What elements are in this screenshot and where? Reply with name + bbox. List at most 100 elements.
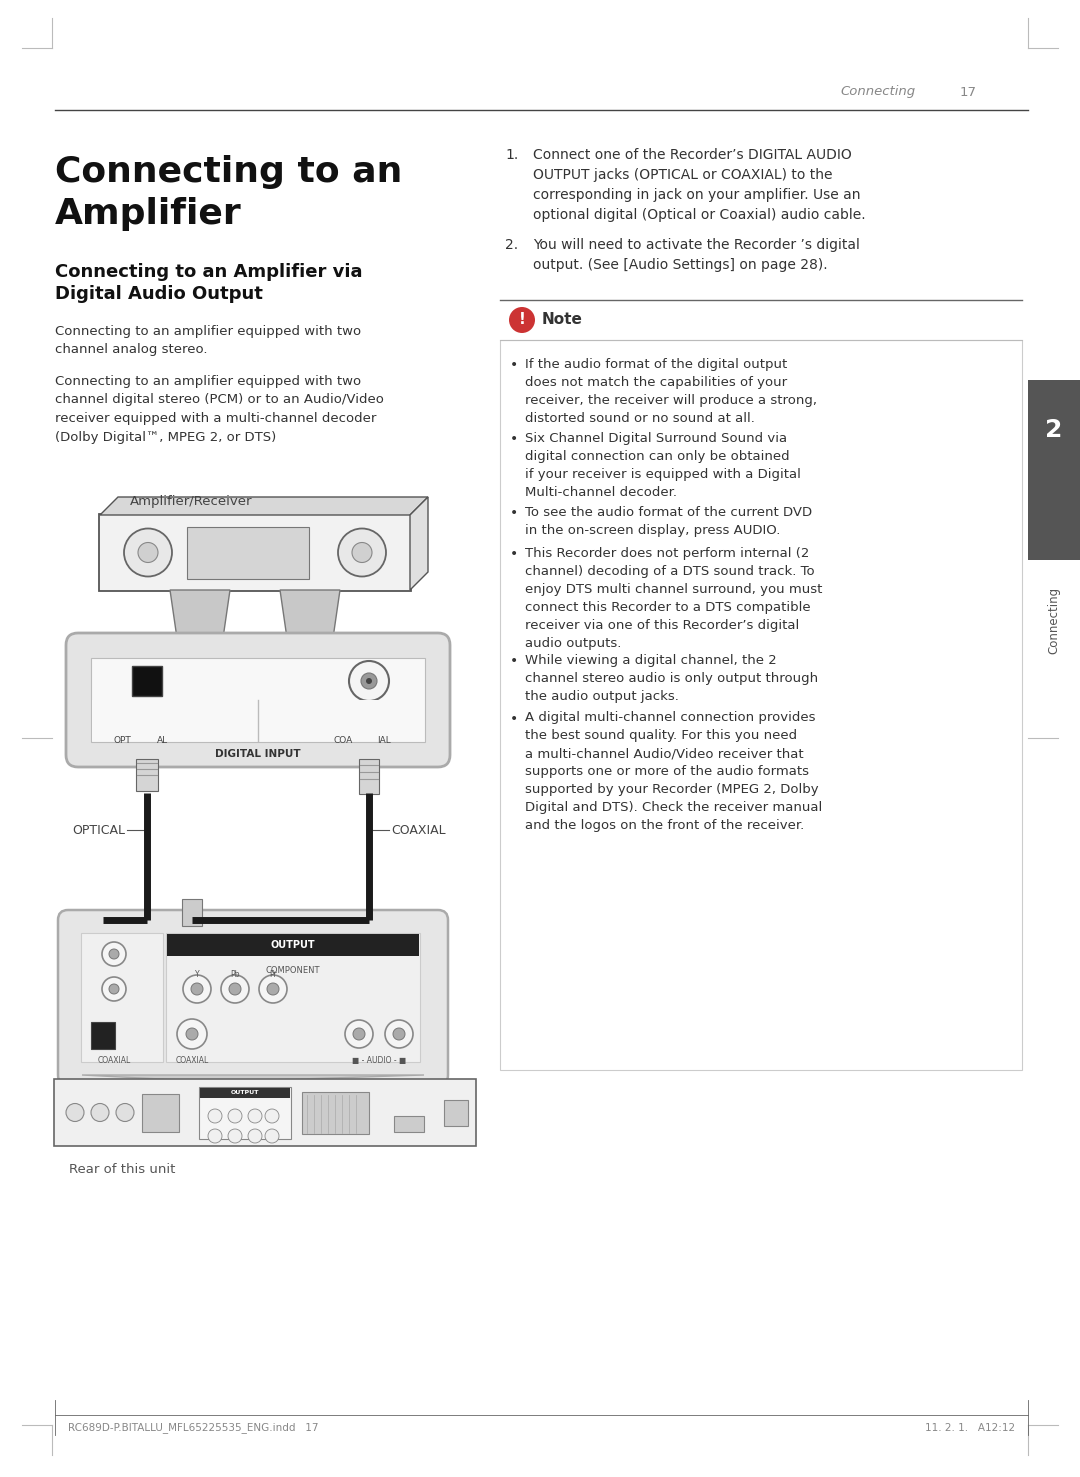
FancyBboxPatch shape (166, 933, 420, 1062)
FancyBboxPatch shape (302, 1092, 369, 1133)
Circle shape (191, 984, 203, 995)
FancyBboxPatch shape (92, 700, 424, 741)
FancyBboxPatch shape (141, 1093, 179, 1131)
FancyBboxPatch shape (199, 1087, 291, 1139)
Circle shape (183, 975, 211, 1003)
Circle shape (259, 975, 287, 1003)
FancyBboxPatch shape (91, 657, 426, 741)
Circle shape (349, 662, 389, 702)
Circle shape (102, 976, 126, 1001)
Circle shape (221, 975, 249, 1003)
Text: Connecting to an: Connecting to an (55, 155, 403, 189)
Circle shape (208, 1128, 222, 1143)
Text: COAXIAL: COAXIAL (391, 824, 446, 836)
Polygon shape (410, 496, 428, 589)
Polygon shape (82, 1075, 424, 1080)
Text: While viewing a digital channel, the 2
channel stereo audio is only output throu: While viewing a digital channel, the 2 c… (525, 654, 819, 703)
Text: Six Channel Digital Surround Sound via
digital connection can only be obtained
i: Six Channel Digital Surround Sound via d… (525, 431, 801, 499)
Circle shape (353, 1028, 365, 1040)
Text: COAXIAL: COAXIAL (175, 1056, 208, 1065)
Text: You will need to activate the Recorder ’s digital
output. (See [Audio Settings] : You will need to activate the Recorder ’… (534, 238, 860, 272)
Text: If the audio format of the digital output
does not match the capabilities of you: If the audio format of the digital outpu… (525, 357, 816, 425)
Polygon shape (170, 589, 230, 645)
Circle shape (102, 942, 126, 966)
FancyBboxPatch shape (167, 933, 419, 956)
Circle shape (109, 950, 119, 959)
Text: 2: 2 (1045, 418, 1063, 442)
Text: Connecting to an Amplifier via: Connecting to an Amplifier via (55, 263, 363, 281)
Circle shape (338, 529, 386, 576)
Text: Digital Audio Output: Digital Audio Output (55, 285, 262, 303)
Circle shape (66, 1103, 84, 1121)
Text: 17: 17 (960, 86, 977, 99)
Text: Pb: Pb (230, 970, 240, 979)
FancyBboxPatch shape (444, 1099, 468, 1125)
Circle shape (177, 1019, 207, 1049)
FancyBboxPatch shape (91, 1022, 114, 1049)
Text: Amplifier: Amplifier (55, 196, 242, 230)
Text: A digital multi-channel connection provides
the best sound quality. For this you: A digital multi-channel connection provi… (525, 712, 822, 833)
Text: AL: AL (157, 736, 168, 744)
Circle shape (366, 678, 372, 684)
Circle shape (352, 542, 372, 563)
Circle shape (91, 1103, 109, 1121)
Text: IAL: IAL (377, 736, 391, 744)
Text: OPTICAL: OPTICAL (72, 824, 125, 836)
Text: 11. 2. 1.   А12:12: 11. 2. 1. А12:12 (924, 1422, 1015, 1433)
FancyBboxPatch shape (183, 899, 202, 926)
Text: To see the audio format of the current DVD
in the on-screen display, press AUDIO: To see the audio format of the current D… (525, 507, 812, 538)
Text: •: • (510, 712, 518, 725)
Text: •: • (510, 431, 518, 446)
Circle shape (228, 1128, 242, 1143)
FancyBboxPatch shape (132, 666, 162, 696)
Text: !: ! (518, 313, 526, 328)
FancyBboxPatch shape (394, 1115, 424, 1131)
FancyBboxPatch shape (58, 910, 448, 1086)
FancyBboxPatch shape (99, 514, 411, 591)
Circle shape (186, 1028, 198, 1040)
Circle shape (248, 1109, 262, 1123)
Circle shape (228, 1109, 242, 1123)
Polygon shape (100, 496, 428, 515)
FancyBboxPatch shape (187, 527, 309, 579)
Polygon shape (280, 589, 340, 645)
Text: •: • (510, 546, 518, 561)
Text: COAXIAL: COAXIAL (97, 1056, 131, 1065)
Circle shape (109, 984, 119, 994)
FancyBboxPatch shape (136, 759, 158, 792)
Text: DIGITAL INPUT: DIGITAL INPUT (215, 749, 301, 759)
Text: 1.: 1. (505, 148, 518, 162)
Text: RC689D-P.BITALLU_MFL65225535_ENG.indd   17: RC689D-P.BITALLU_MFL65225535_ENG.indd 17 (68, 1422, 319, 1434)
Text: •: • (510, 357, 518, 372)
Circle shape (393, 1028, 405, 1040)
Text: Connecting: Connecting (840, 86, 915, 99)
Text: Connect one of the Recorder’s DIGITAL AUDIO
OUTPUT jacks (OPTICAL or COAXIAL) to: Connect one of the Recorder’s DIGITAL AU… (534, 148, 866, 222)
Circle shape (248, 1128, 262, 1143)
Circle shape (229, 984, 241, 995)
Text: This Recorder does not perform internal (2
channel) decoding of a DTS sound trac: This Recorder does not perform internal … (525, 546, 822, 650)
Circle shape (265, 1128, 279, 1143)
Text: •: • (510, 507, 518, 520)
Circle shape (116, 1103, 134, 1121)
Text: COMPONENT: COMPONENT (266, 966, 321, 975)
Text: Pr: Pr (269, 970, 276, 979)
Text: Connecting: Connecting (1048, 586, 1061, 653)
Text: Connecting to an amplifier equipped with two
channel digital stereo (PCM) or to : Connecting to an amplifier equipped with… (55, 375, 383, 443)
Circle shape (345, 1021, 373, 1049)
Text: Y: Y (194, 970, 200, 979)
FancyBboxPatch shape (1028, 380, 1080, 560)
Text: Connecting to an amplifier equipped with two
channel analog stereo.: Connecting to an amplifier equipped with… (55, 325, 361, 356)
FancyBboxPatch shape (66, 634, 450, 767)
Text: OPT: OPT (114, 736, 132, 744)
Circle shape (267, 984, 279, 995)
FancyBboxPatch shape (359, 759, 379, 795)
Text: OUTPUT: OUTPUT (231, 1090, 259, 1096)
FancyBboxPatch shape (81, 933, 163, 1062)
Circle shape (265, 1109, 279, 1123)
Text: OUTPUT: OUTPUT (271, 939, 315, 950)
Text: Rear of this unit: Rear of this unit (69, 1162, 175, 1176)
Text: Note: Note (542, 313, 583, 328)
Text: Amplifier/Receiver: Amplifier/Receiver (130, 495, 253, 508)
Circle shape (138, 542, 158, 563)
Circle shape (361, 674, 377, 688)
